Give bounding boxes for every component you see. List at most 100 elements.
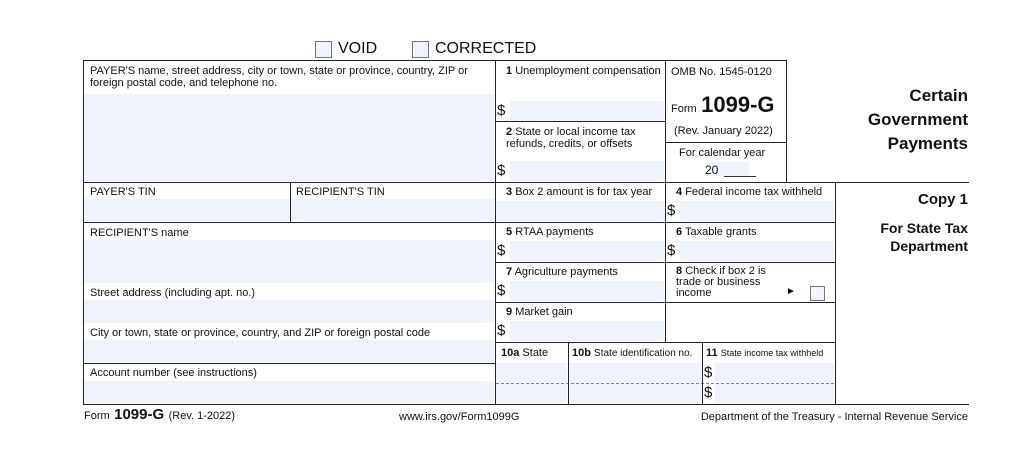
- divider: [83, 60, 786, 61]
- revision: (Rev. January 2022): [674, 125, 773, 137]
- form-name: 1099-G: [701, 92, 775, 117]
- copy-destination: For State Tax Department: [880, 219, 968, 255]
- destination-line: For State Tax: [880, 220, 968, 236]
- footer-form-name: 1099-G: [114, 406, 165, 423]
- divider: [495, 121, 665, 122]
- title-line: Certain: [909, 86, 968, 105]
- divider: [83, 363, 495, 364]
- box2-label: State or local income tax refunds, credi…: [506, 126, 636, 150]
- box3-number: 3: [506, 186, 513, 198]
- box2-field[interactable]: [510, 161, 664, 181]
- box7-field[interactable]: [510, 281, 664, 301]
- void-label: VOID: [338, 40, 378, 57]
- recipient-tin-field[interactable]: [291, 199, 494, 221]
- box6-currency: $: [667, 242, 676, 259]
- box11-currency-2: $: [704, 384, 713, 401]
- divider: [786, 60, 787, 182]
- box10a-label: State: [522, 347, 549, 359]
- dashed-divider: [496, 383, 834, 384]
- box4-currency: $: [667, 202, 676, 219]
- title-line: Government: [867, 110, 968, 129]
- account-number-field[interactable]: [84, 381, 494, 403]
- box1-currency: $: [497, 102, 506, 119]
- box10b-label: State identification no.: [594, 348, 693, 359]
- box3-field[interactable]: [496, 201, 664, 221]
- box11-number: 11: [706, 347, 718, 359]
- arrow-right-icon: ►: [786, 286, 796, 297]
- city-field[interactable]: [84, 340, 494, 362]
- box5-number: 5: [506, 226, 513, 238]
- destination-line: Department: [890, 238, 968, 254]
- box3-label: Box 2 amount is for tax year: [515, 186, 653, 198]
- calendar-year-label: For calendar year: [679, 147, 766, 159]
- calendar-year-field[interactable]: [707, 162, 749, 176]
- payer-tin-label: PAYER'S TIN: [90, 186, 156, 198]
- corrected-label: CORRECTED: [435, 40, 537, 57]
- form-title: Certain Government Payments: [868, 84, 968, 156]
- box1-field[interactable]: [510, 101, 664, 121]
- box1-label: Unemployment compensation: [515, 65, 661, 77]
- payer-tin-field[interactable]: [84, 199, 289, 221]
- box11-label: State income tax withheld: [720, 348, 824, 358]
- divider: [83, 404, 969, 405]
- box1-number: 1: [506, 65, 513, 77]
- payer-name-label: PAYER'S name, street address, city or to…: [90, 65, 468, 89]
- box9-label: Market gain: [515, 306, 573, 318]
- footer-url[interactable]: www.irs.gov/Form1099G: [399, 411, 520, 423]
- copy-label: Copy 1: [917, 191, 968, 208]
- street-address-field[interactable]: [84, 300, 494, 323]
- box5-label: RTAA payments: [515, 226, 594, 238]
- year-underline: [724, 176, 756, 177]
- box9-currency: $: [497, 322, 506, 339]
- box2-currency: $: [497, 162, 506, 179]
- form-id: Form 1099-G: [671, 92, 775, 118]
- title-line: Payments: [887, 134, 968, 153]
- year-prefix: 20: [705, 163, 719, 177]
- box7-currency: $: [497, 282, 506, 299]
- recipient-name-label: RECIPIENT'S name: [90, 227, 189, 239]
- divider: [665, 60, 666, 342]
- box7-number: 7: [506, 266, 513, 278]
- divider: [83, 182, 969, 183]
- box5-field[interactable]: [510, 241, 664, 261]
- box11-currency-1: $: [704, 364, 713, 381]
- box4-number: 4: [676, 186, 683, 198]
- city-label: City or town, state or province, country…: [90, 327, 431, 339]
- box2-number: 2: [506, 126, 513, 138]
- omb-number: OMB No. 1545-0120: [671, 66, 772, 78]
- box4-field[interactable]: [680, 201, 834, 221]
- divider: [495, 342, 835, 343]
- footer-agency: Department of the Treasury - Internal Re…: [700, 411, 968, 423]
- footer-form-prefix: Form: [84, 410, 110, 422]
- street-address-label: Street address (including apt. no.): [90, 287, 256, 299]
- divider: [702, 342, 703, 404]
- divider: [83, 60, 84, 404]
- divider: [495, 60, 496, 404]
- box4-label: Federal income tax withheld: [685, 186, 823, 198]
- box8-number: 8: [676, 265, 683, 277]
- box9-field[interactable]: [510, 321, 664, 341]
- account-number-label: Account number (see instructions): [90, 367, 257, 379]
- box6-number: 6: [676, 226, 683, 238]
- divider: [835, 182, 836, 404]
- divider: [83, 222, 835, 223]
- box9-number: 9: [506, 306, 513, 318]
- box6-label: Taxable grants: [684, 226, 757, 238]
- box8-label: Check if box 2 is trade or business inco…: [676, 265, 766, 299]
- footer-form-id: Form 1099-G (Rev. 1-2022): [84, 406, 235, 424]
- corrected-checkbox[interactable]: [412, 41, 429, 58]
- recipient-name-field[interactable]: [84, 240, 494, 283]
- payer-name-field[interactable]: [84, 94, 494, 181]
- box8-checkbox[interactable]: [810, 286, 825, 301]
- divider: [290, 182, 291, 222]
- box10a-number: 10a: [501, 347, 520, 359]
- divider: [568, 342, 569, 404]
- box6-field[interactable]: [680, 241, 834, 261]
- form-prefix: Form: [671, 103, 697, 115]
- box5-currency: $: [497, 242, 506, 259]
- void-checkbox[interactable]: [315, 41, 332, 58]
- recipient-tin-label: RECIPIENT'S TIN: [296, 186, 385, 198]
- box7-label: Agriculture payments: [514, 266, 618, 278]
- box10b-number: 10b: [572, 347, 591, 359]
